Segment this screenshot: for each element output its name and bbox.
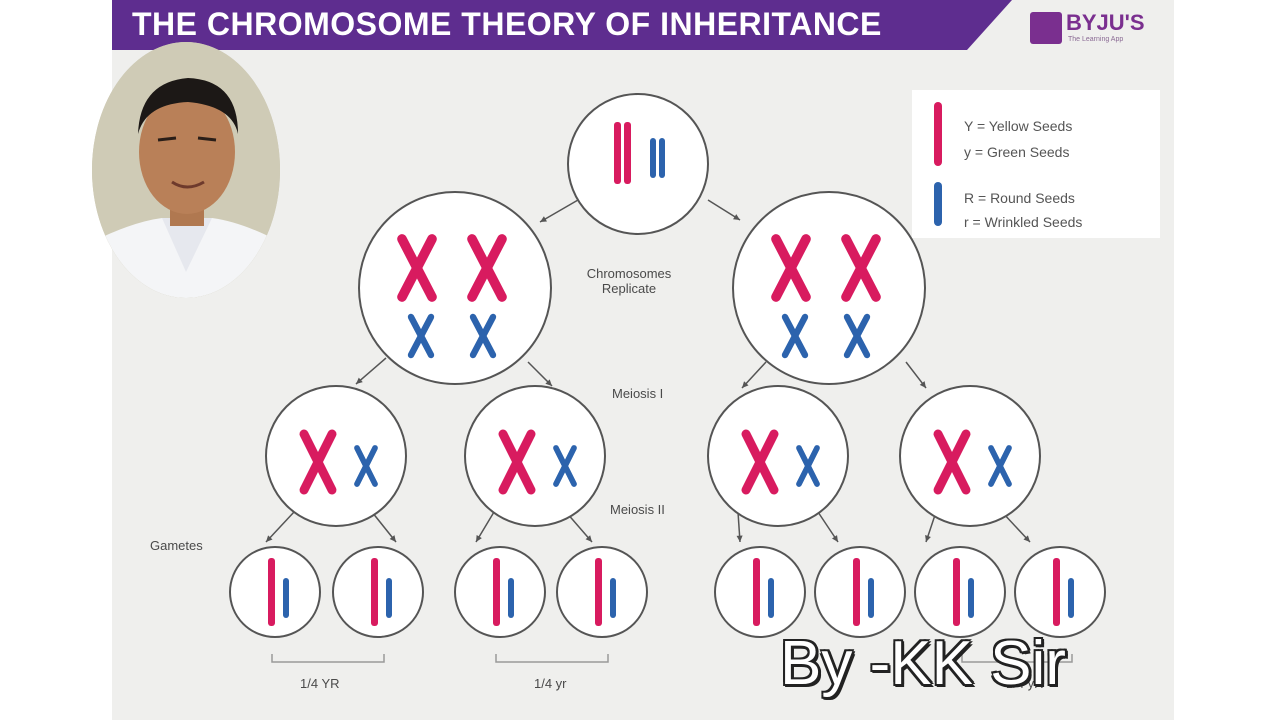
replicated-chromosome [407, 313, 435, 359]
single-chromosome [753, 558, 760, 626]
single-chromosome [659, 138, 665, 178]
legend-blue-chromosome-icon [934, 182, 942, 226]
replicated-chromosome [843, 313, 871, 359]
cell-circle [358, 191, 552, 385]
ratio-label: 1/4 yR [1006, 676, 1044, 691]
gamete-bracket [961, 654, 1073, 663]
brand-logo: BYJU'S The Learning App [1030, 10, 1170, 50]
cell-circle [732, 191, 926, 385]
single-chromosome [283, 578, 289, 618]
cell-circle [567, 93, 709, 235]
legend: Y = Yellow Seeds y = Green Seeds R = Rou… [912, 90, 1160, 238]
arrow-head [356, 377, 363, 384]
single-chromosome [868, 578, 874, 618]
replicated-chromosome [299, 429, 337, 495]
single-chromosome [1068, 578, 1074, 618]
replicated-chromosome [796, 445, 820, 487]
single-chromosome [268, 558, 275, 626]
arrow-head [1023, 535, 1030, 542]
title-banner [112, 0, 1012, 50]
replicated-chromosome [469, 313, 497, 359]
slide-title: THE CHROMOSOME THEORY OF INHERITANCE [132, 6, 882, 42]
arrow-head [389, 535, 396, 542]
gamete-bracket [495, 654, 609, 663]
replicated-chromosome [988, 445, 1012, 487]
replicated-chromosome [354, 445, 378, 487]
single-chromosome [610, 578, 616, 618]
arrow-head [585, 535, 592, 542]
single-chromosome [371, 558, 378, 626]
arrow-head [266, 535, 273, 542]
single-chromosome [968, 578, 974, 618]
arrow-line [371, 511, 397, 543]
single-chromosome [493, 558, 500, 626]
cell-circle [707, 385, 849, 527]
arrow-line [539, 199, 579, 223]
replicated-chromosome [553, 445, 577, 487]
ratio-label: 1/4 YR [300, 676, 340, 691]
arrow-line [265, 511, 295, 543]
cell-circle [899, 385, 1041, 527]
single-chromosome [614, 122, 621, 184]
legend-item: y = Green Seeds [964, 144, 1070, 160]
replicated-chromosome [933, 429, 971, 495]
arrow-head [545, 379, 552, 386]
single-chromosome [624, 122, 631, 184]
replicated-chromosome [841, 234, 881, 302]
label-chromosomes-replicate: Chromosomes Replicate [586, 266, 672, 296]
watermark-signature: By -KK Sir [780, 629, 1066, 698]
replicated-chromosome [771, 234, 811, 302]
legend-item: R = Round Seeds [964, 190, 1075, 206]
cell-circle [265, 385, 407, 527]
legend-item: Y = Yellow Seeds [964, 118, 1073, 134]
arrow-head [476, 535, 482, 542]
arrow-line [1001, 511, 1031, 543]
legend-item: r = Wrinkled Seeds [964, 214, 1083, 230]
single-chromosome [386, 578, 392, 618]
replicated-chromosome [781, 313, 809, 359]
replicated-chromosome [741, 429, 779, 495]
arrow-line [355, 357, 387, 385]
brand-name: BYJU'S [1066, 10, 1145, 35]
legend-red-chromosome-icon [934, 102, 942, 166]
gamete-bracket [271, 654, 385, 663]
single-chromosome [768, 578, 774, 618]
ratio-label: 1/4 yr [534, 676, 567, 691]
replicated-chromosome [498, 429, 536, 495]
presenter-photo [92, 42, 280, 298]
label-meiosis-2: Meiosis II [610, 502, 665, 517]
arrow-head [925, 535, 931, 542]
replicated-chromosome [397, 234, 437, 302]
arrow-head [733, 214, 740, 220]
brand-mark-icon [1030, 12, 1062, 44]
arrow-head [742, 381, 749, 388]
brand-tagline: The Learning App [1068, 36, 1124, 43]
label-gametes: Gametes [150, 538, 203, 553]
single-chromosome [1053, 558, 1060, 626]
single-chromosome [595, 558, 602, 626]
replicated-chromosome [467, 234, 507, 302]
arrow-head [919, 381, 926, 388]
arrow-head [831, 535, 838, 542]
cell-circle [464, 385, 606, 527]
arrow-head [540, 216, 547, 222]
label-meiosis-1: Meiosis I [612, 386, 664, 401]
single-chromosome [508, 578, 514, 618]
single-chromosome [953, 558, 960, 626]
single-chromosome [650, 138, 656, 178]
single-chromosome [853, 558, 860, 626]
arrow-head [736, 535, 743, 542]
